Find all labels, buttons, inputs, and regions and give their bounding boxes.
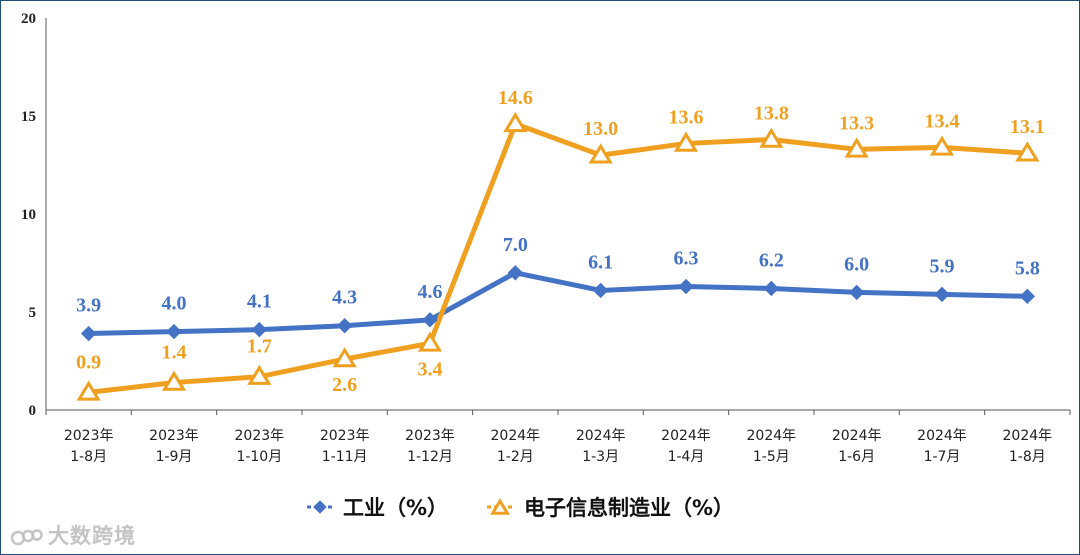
y-axis-ticks: 0 5 10 15 20 <box>21 11 36 419</box>
watermark-text: 大数跨境 <box>48 524 136 548</box>
x-tick-label-year: 2024年 <box>832 428 882 444</box>
diamond-marker <box>678 278 694 295</box>
y-tick-label: 15 <box>21 109 36 125</box>
x-tick-label-period: 1-3月 <box>582 449 619 465</box>
x-tick-label-period: 1-11月 <box>322 449 368 465</box>
diamond-marker <box>592 282 609 299</box>
electronics-data-label: 2.6 <box>332 374 357 396</box>
diamond-marker <box>848 284 865 301</box>
industry-data-label: 4.1 <box>247 291 272 313</box>
x-tick-label-period: 1-5月 <box>753 449 790 465</box>
x-tick-label-period: 1-12月 <box>407 449 453 465</box>
industry-data-label: 6.1 <box>588 251 613 273</box>
x-tick-label-year: 2024年 <box>917 428 967 444</box>
legend-electronics-label: 电子信息制造业（%） <box>524 496 734 520</box>
x-tick-label-year: 2024年 <box>747 428 797 444</box>
y-tick-label: 0 <box>29 403 37 419</box>
triangle-marker <box>490 498 510 515</box>
industry-data-label: 4.3 <box>332 287 357 309</box>
triangle-marker <box>673 131 699 152</box>
diamond-marker <box>336 318 353 334</box>
triangle-marker <box>929 135 955 156</box>
triangle-marker <box>588 143 613 164</box>
triangle-marker <box>247 364 272 385</box>
x-tick-label-year: 2023年 <box>235 428 285 444</box>
series-markers <box>76 111 1040 401</box>
electronics-data-label: 1.7 <box>247 336 272 358</box>
electronics-data-label: 14.6 <box>498 87 533 109</box>
triangle-marker <box>844 137 869 158</box>
industry-data-label: 5.8 <box>1015 257 1040 279</box>
x-tick-label-period: 1-9月 <box>156 449 193 465</box>
electronics-data-label: 13.1 <box>1010 116 1045 138</box>
electronics-data-label: 3.4 <box>418 358 443 380</box>
x-tick-label-year: 2023年 <box>405 428 455 444</box>
series-lines <box>88 121 1028 395</box>
industry-data-label: 4.0 <box>162 293 187 315</box>
x-tick-label-year: 2023年 <box>320 428 370 444</box>
triangle-marker <box>76 380 101 401</box>
x-tick-label-period: 1-6月 <box>838 449 875 465</box>
diamond-marker <box>507 265 524 281</box>
industry-data-label: 6.3 <box>674 248 699 270</box>
industry-data-label: 6.0 <box>844 253 869 275</box>
x-tick-label-period: 1-8月 <box>70 449 107 465</box>
electronics-data-label: 13.0 <box>583 118 618 140</box>
x-tick-label-year: 2024年 <box>661 428 711 444</box>
triangle-marker <box>161 370 187 391</box>
diamond-marker <box>80 325 97 342</box>
triangle-marker <box>332 347 357 368</box>
diamond-marker <box>422 312 438 328</box>
x-tick-label-period: 1-7月 <box>924 449 961 465</box>
y-tick-label: 5 <box>29 305 37 321</box>
diamond-marker <box>251 321 268 338</box>
industry-series-line <box>88 270 1028 337</box>
x-tick-label-year: 2024年 <box>1003 428 1053 444</box>
electronics-data-label: 13.6 <box>669 106 704 128</box>
electronics-data-label: 13.4 <box>925 110 960 132</box>
watermark-logo-icon <box>10 529 43 546</box>
electronics-data-label: 13.3 <box>839 112 874 134</box>
industry-data-label: 6.2 <box>759 249 784 271</box>
watermark: 大数跨境 <box>10 520 136 550</box>
industry-data-label: 5.9 <box>930 255 955 277</box>
legend: 工业（%） 电子信息制造业（%） <box>307 496 734 520</box>
triangle-marker <box>417 331 443 352</box>
chart-axes <box>45 18 1071 415</box>
x-tick-label-period: 1-10月 <box>236 449 282 465</box>
industry-data-label: 3.9 <box>76 295 101 317</box>
diamond-marker <box>1019 288 1036 305</box>
diamond-marker <box>934 286 950 303</box>
x-tick-label-period: 1-8月 <box>1009 449 1046 465</box>
electronics-data-label: 1.4 <box>162 342 187 364</box>
electronics-data-label: 13.8 <box>754 103 789 125</box>
electronics-data-label: 0.9 <box>76 351 101 373</box>
diamond-marker <box>166 323 182 340</box>
diamond-marker <box>313 500 327 514</box>
legend-industry-label: 工业（%） <box>343 496 448 520</box>
triangle-marker <box>759 127 784 148</box>
triangle-marker <box>1015 141 1040 162</box>
industry-data-label: 4.6 <box>418 281 443 303</box>
x-tick-label-period: 1-2月 <box>497 449 534 465</box>
y-tick-label: 20 <box>21 11 36 27</box>
triangle-marker <box>503 111 528 133</box>
industry-data-label: 7.0 <box>503 234 528 256</box>
x-tick-label-period: 1-4月 <box>668 449 705 465</box>
x-tick-label-year: 2023年 <box>149 428 199 444</box>
diamond-marker <box>763 280 780 297</box>
data-labels: 3.9 4.0 4.1 4.3 4.6 7.0 6.1 6.3 6.2 6.0 5.9 5.8 0.9 1… <box>76 87 1045 396</box>
x-tick-label-year: 2024年 <box>576 428 626 444</box>
electronics-series-line <box>88 121 1028 395</box>
x-tick-label-year: 2023年 <box>64 428 114 444</box>
x-tick-label-year: 2024年 <box>491 428 541 444</box>
y-tick-label: 10 <box>21 207 36 223</box>
x-axis-ticks: 2023年 1-8月 2023年 1-9月 2023年 1-10月 2023年 1-11月 20… <box>64 428 1052 465</box>
